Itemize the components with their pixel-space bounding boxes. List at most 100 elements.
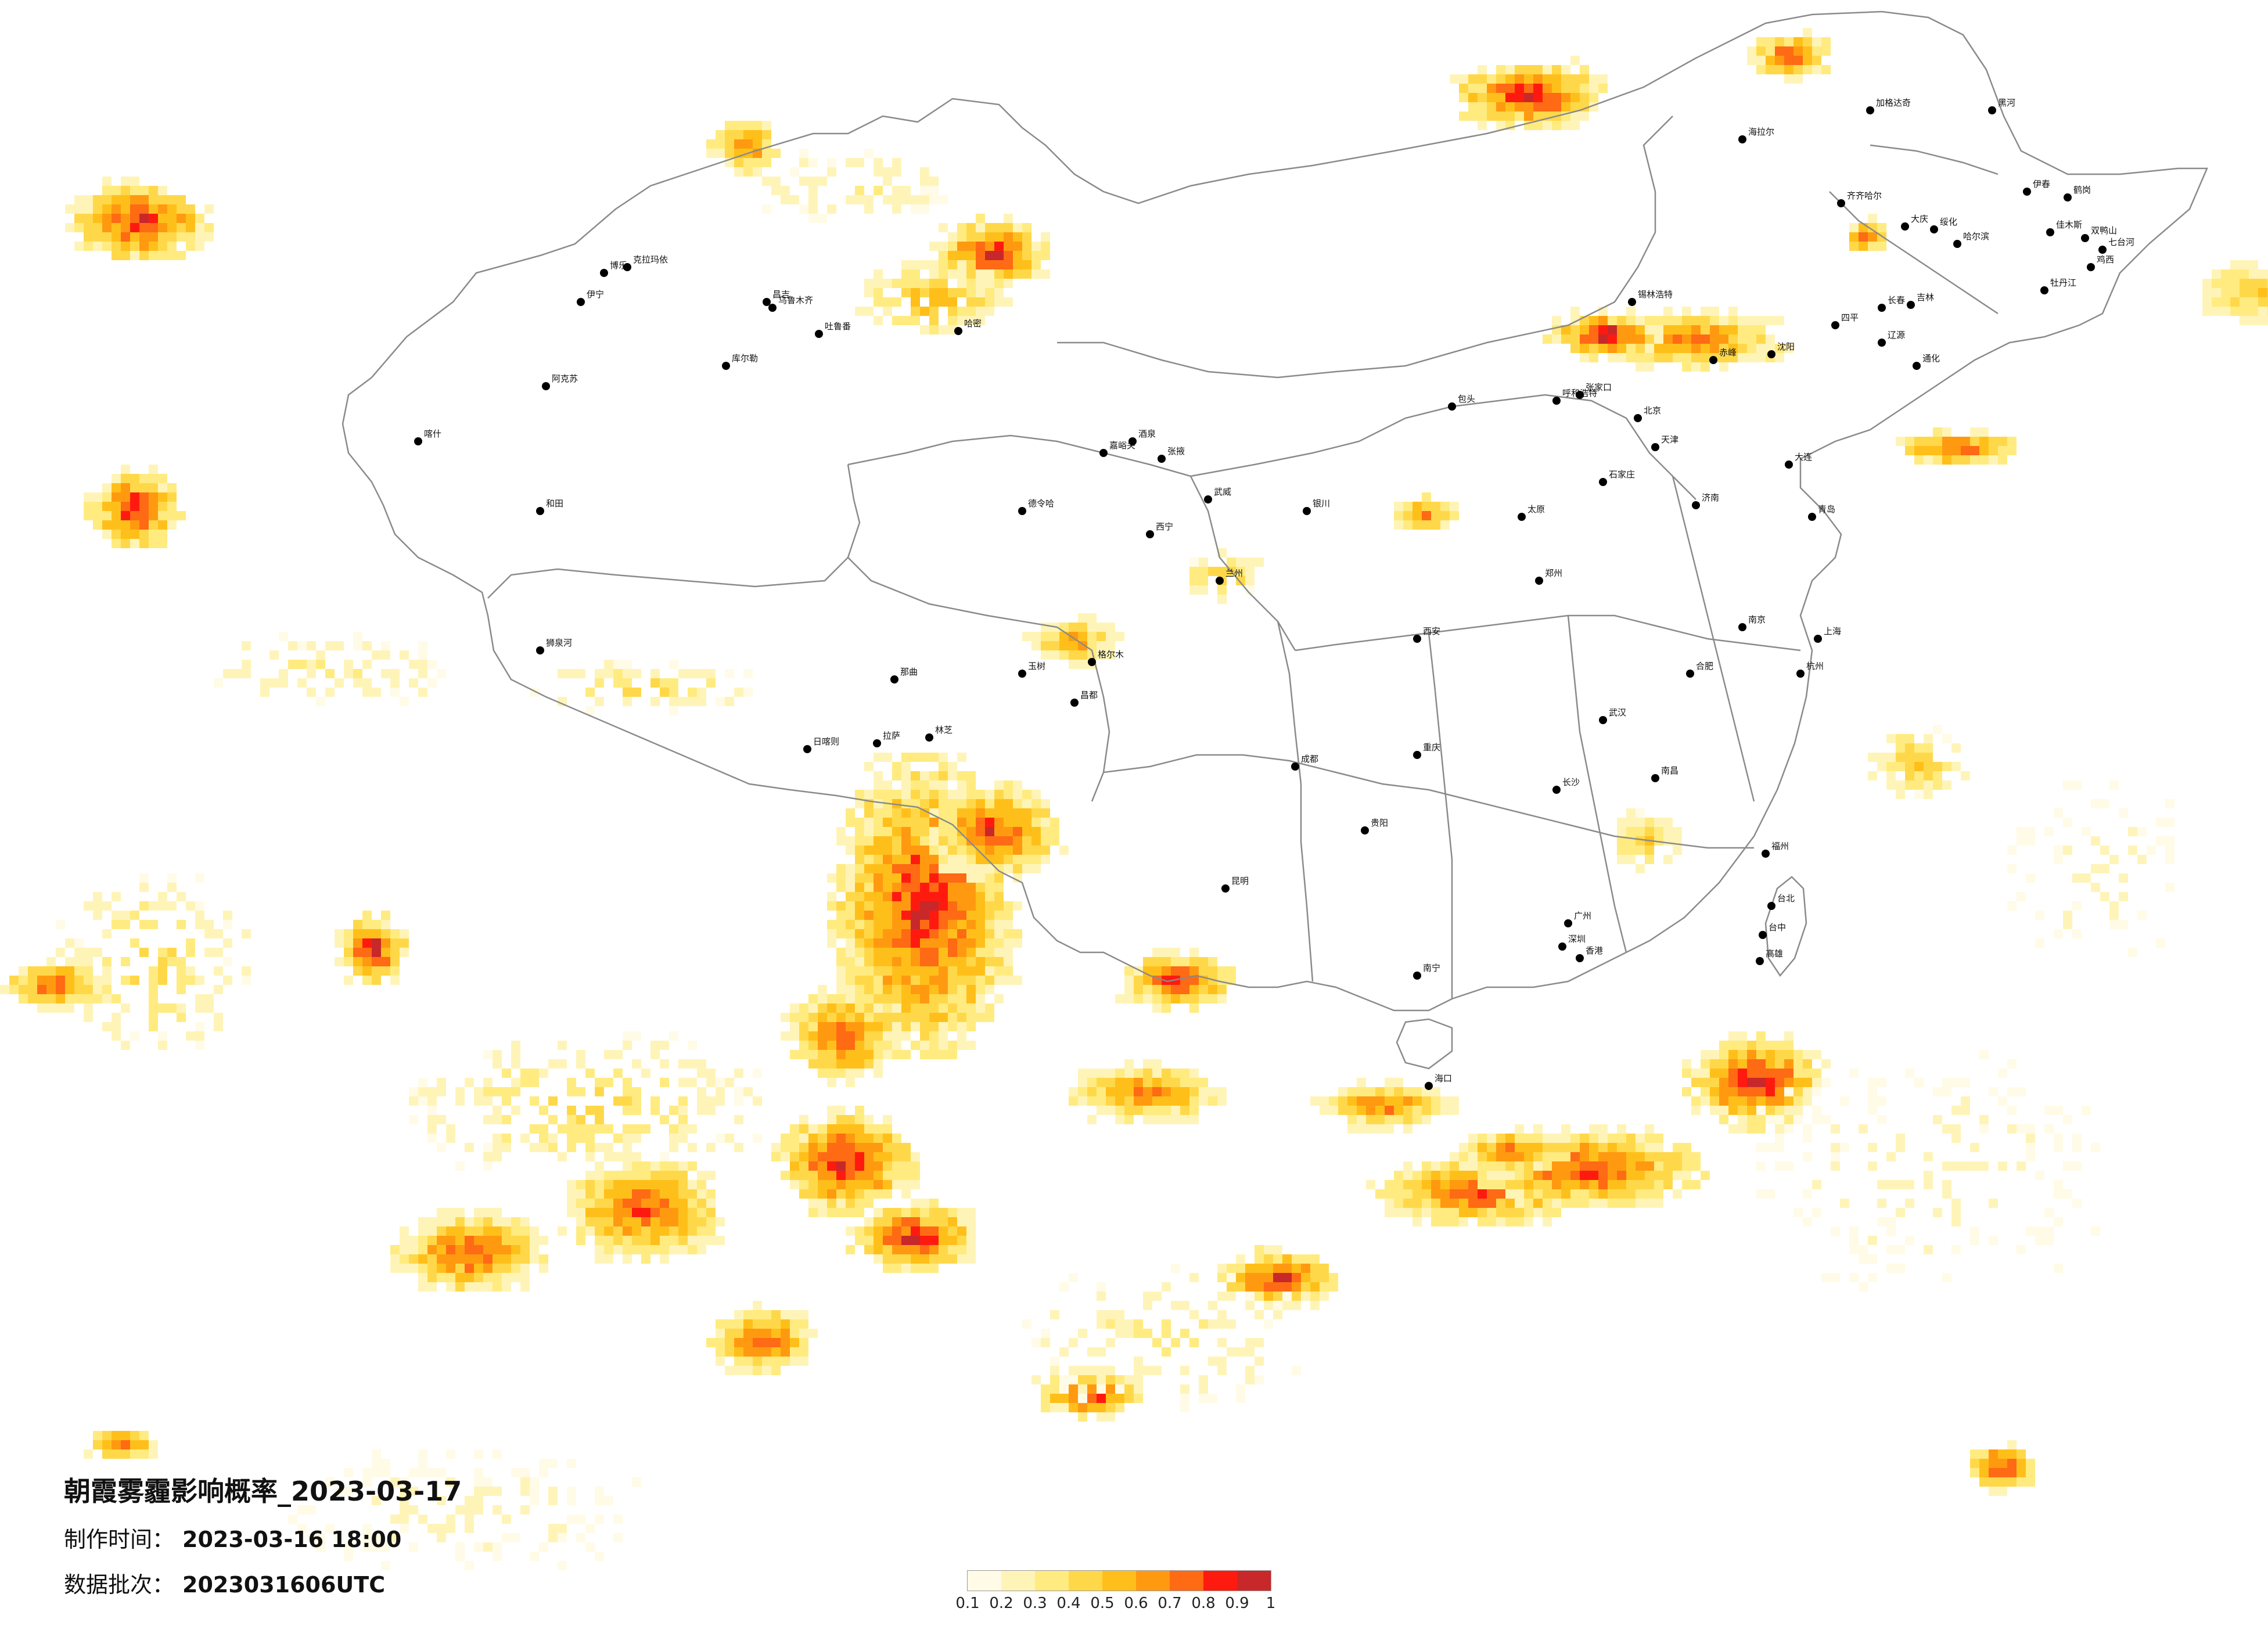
haze-cell: [1097, 1292, 1106, 1301]
haze-cell: [864, 288, 874, 297]
haze-cell: [864, 929, 874, 938]
city-marker: [414, 437, 422, 445]
city-marker: [1628, 298, 1636, 306]
haze-cell: [186, 901, 195, 911]
haze-cell: [1924, 780, 1933, 790]
haze-cell: [1766, 316, 1775, 325]
haze-cell: [1840, 1199, 1849, 1208]
haze-cell: [697, 1189, 706, 1199]
haze-cell: [1589, 1171, 1598, 1180]
haze-cell: [1097, 1366, 1106, 1375]
haze-cell: [790, 1143, 799, 1152]
haze-cell: [409, 1236, 418, 1245]
haze-cell: [1896, 743, 1905, 753]
city-marker: [1837, 199, 1845, 207]
haze-cell: [883, 1022, 892, 1031]
haze-cell: [1728, 334, 1738, 344]
haze-cell: [911, 883, 920, 892]
haze-cell: [1738, 344, 1747, 353]
haze-cell: [818, 1031, 827, 1041]
haze-cell: [1654, 325, 1663, 334]
haze-cell: [1626, 818, 1636, 827]
haze-cell: [688, 697, 697, 706]
haze-cell: [585, 1143, 595, 1152]
haze-cell: [372, 1459, 381, 1468]
haze-cell: [1496, 1143, 1505, 1152]
haze-cell: [1970, 1449, 1979, 1459]
haze-cell: [558, 1152, 567, 1161]
haze-cell: [688, 688, 697, 697]
haze-cell: [1543, 65, 1552, 74]
haze-cell: [474, 1542, 483, 1552]
haze-cell: [1078, 650, 1087, 660]
haze-cell: [920, 1022, 929, 1031]
haze-cell: [1682, 325, 1691, 334]
haze-cell: [102, 483, 112, 492]
haze-cell: [929, 1208, 939, 1217]
haze-cell: [1598, 1199, 1608, 1208]
haze-cell: [93, 502, 102, 511]
haze-cell: [948, 1041, 957, 1050]
haze-cell: [409, 1096, 418, 1106]
haze-cell: [846, 883, 855, 892]
haze-cell: [799, 1003, 808, 1013]
haze-cell: [1812, 1208, 1821, 1217]
haze-cell: [1329, 1273, 1338, 1282]
haze-cell: [641, 1124, 650, 1134]
haze-cell: [976, 883, 985, 892]
haze-cell: [957, 911, 966, 920]
haze-cell: [892, 911, 901, 920]
haze-cell: [1227, 557, 1236, 567]
haze-cell: [874, 1226, 883, 1236]
haze-cell: [1069, 1366, 1078, 1375]
haze-cell: [1459, 1171, 1468, 1180]
haze-cell: [706, 1208, 716, 1217]
haze-cell: [1394, 1078, 1403, 1087]
haze-cell: [604, 669, 613, 678]
haze-cell: [93, 901, 102, 911]
haze-cell: [1914, 771, 1924, 780]
haze-cell: [1152, 1115, 1162, 1124]
haze-cell: [2249, 307, 2258, 316]
haze-cell: [1524, 1134, 1533, 1143]
haze-cell: [901, 1236, 911, 1245]
haze-cell: [1645, 855, 1654, 864]
haze-cell: [1738, 1087, 1747, 1096]
haze-cell: [1998, 446, 2007, 455]
haze-cell: [1450, 1217, 1459, 1226]
haze-cell: [502, 1087, 511, 1096]
haze-cell: [678, 1180, 688, 1189]
haze-cell: [1747, 56, 1756, 65]
haze-cell: [2017, 827, 2026, 836]
haze-cell: [650, 1189, 660, 1199]
haze-cell: [2044, 827, 2054, 836]
haze-cell: [1561, 1143, 1570, 1152]
haze-cell: [1189, 976, 1199, 985]
haze-cell: [1338, 1106, 1347, 1115]
haze-cell: [874, 901, 883, 911]
haze-cell: [892, 808, 901, 818]
haze-cell: [483, 1542, 493, 1552]
haze-cell: [1561, 1171, 1570, 1180]
haze-cell: [2109, 911, 2119, 920]
haze-cell: [976, 307, 985, 316]
haze-cell: [994, 799, 1004, 808]
haze-cell: [1849, 1245, 1859, 1254]
haze-cell: [2017, 836, 2026, 846]
haze-cell: [660, 1199, 669, 1208]
haze-cell: [409, 1542, 418, 1552]
haze-cell: [1589, 93, 1598, 102]
haze-cell: [948, 883, 957, 892]
haze-cell: [1636, 1171, 1645, 1180]
haze-cell: [177, 957, 186, 966]
haze-cell: [102, 186, 112, 195]
haze-cell: [1180, 1115, 1189, 1124]
haze-cell: [855, 307, 864, 316]
haze-cell: [1301, 1264, 1310, 1273]
haze-cell: [1831, 1152, 1840, 1161]
haze-cell: [418, 1217, 427, 1226]
haze-cell: [808, 1041, 818, 1050]
haze-cell: [650, 697, 660, 706]
haze-cell: [465, 1217, 474, 1226]
